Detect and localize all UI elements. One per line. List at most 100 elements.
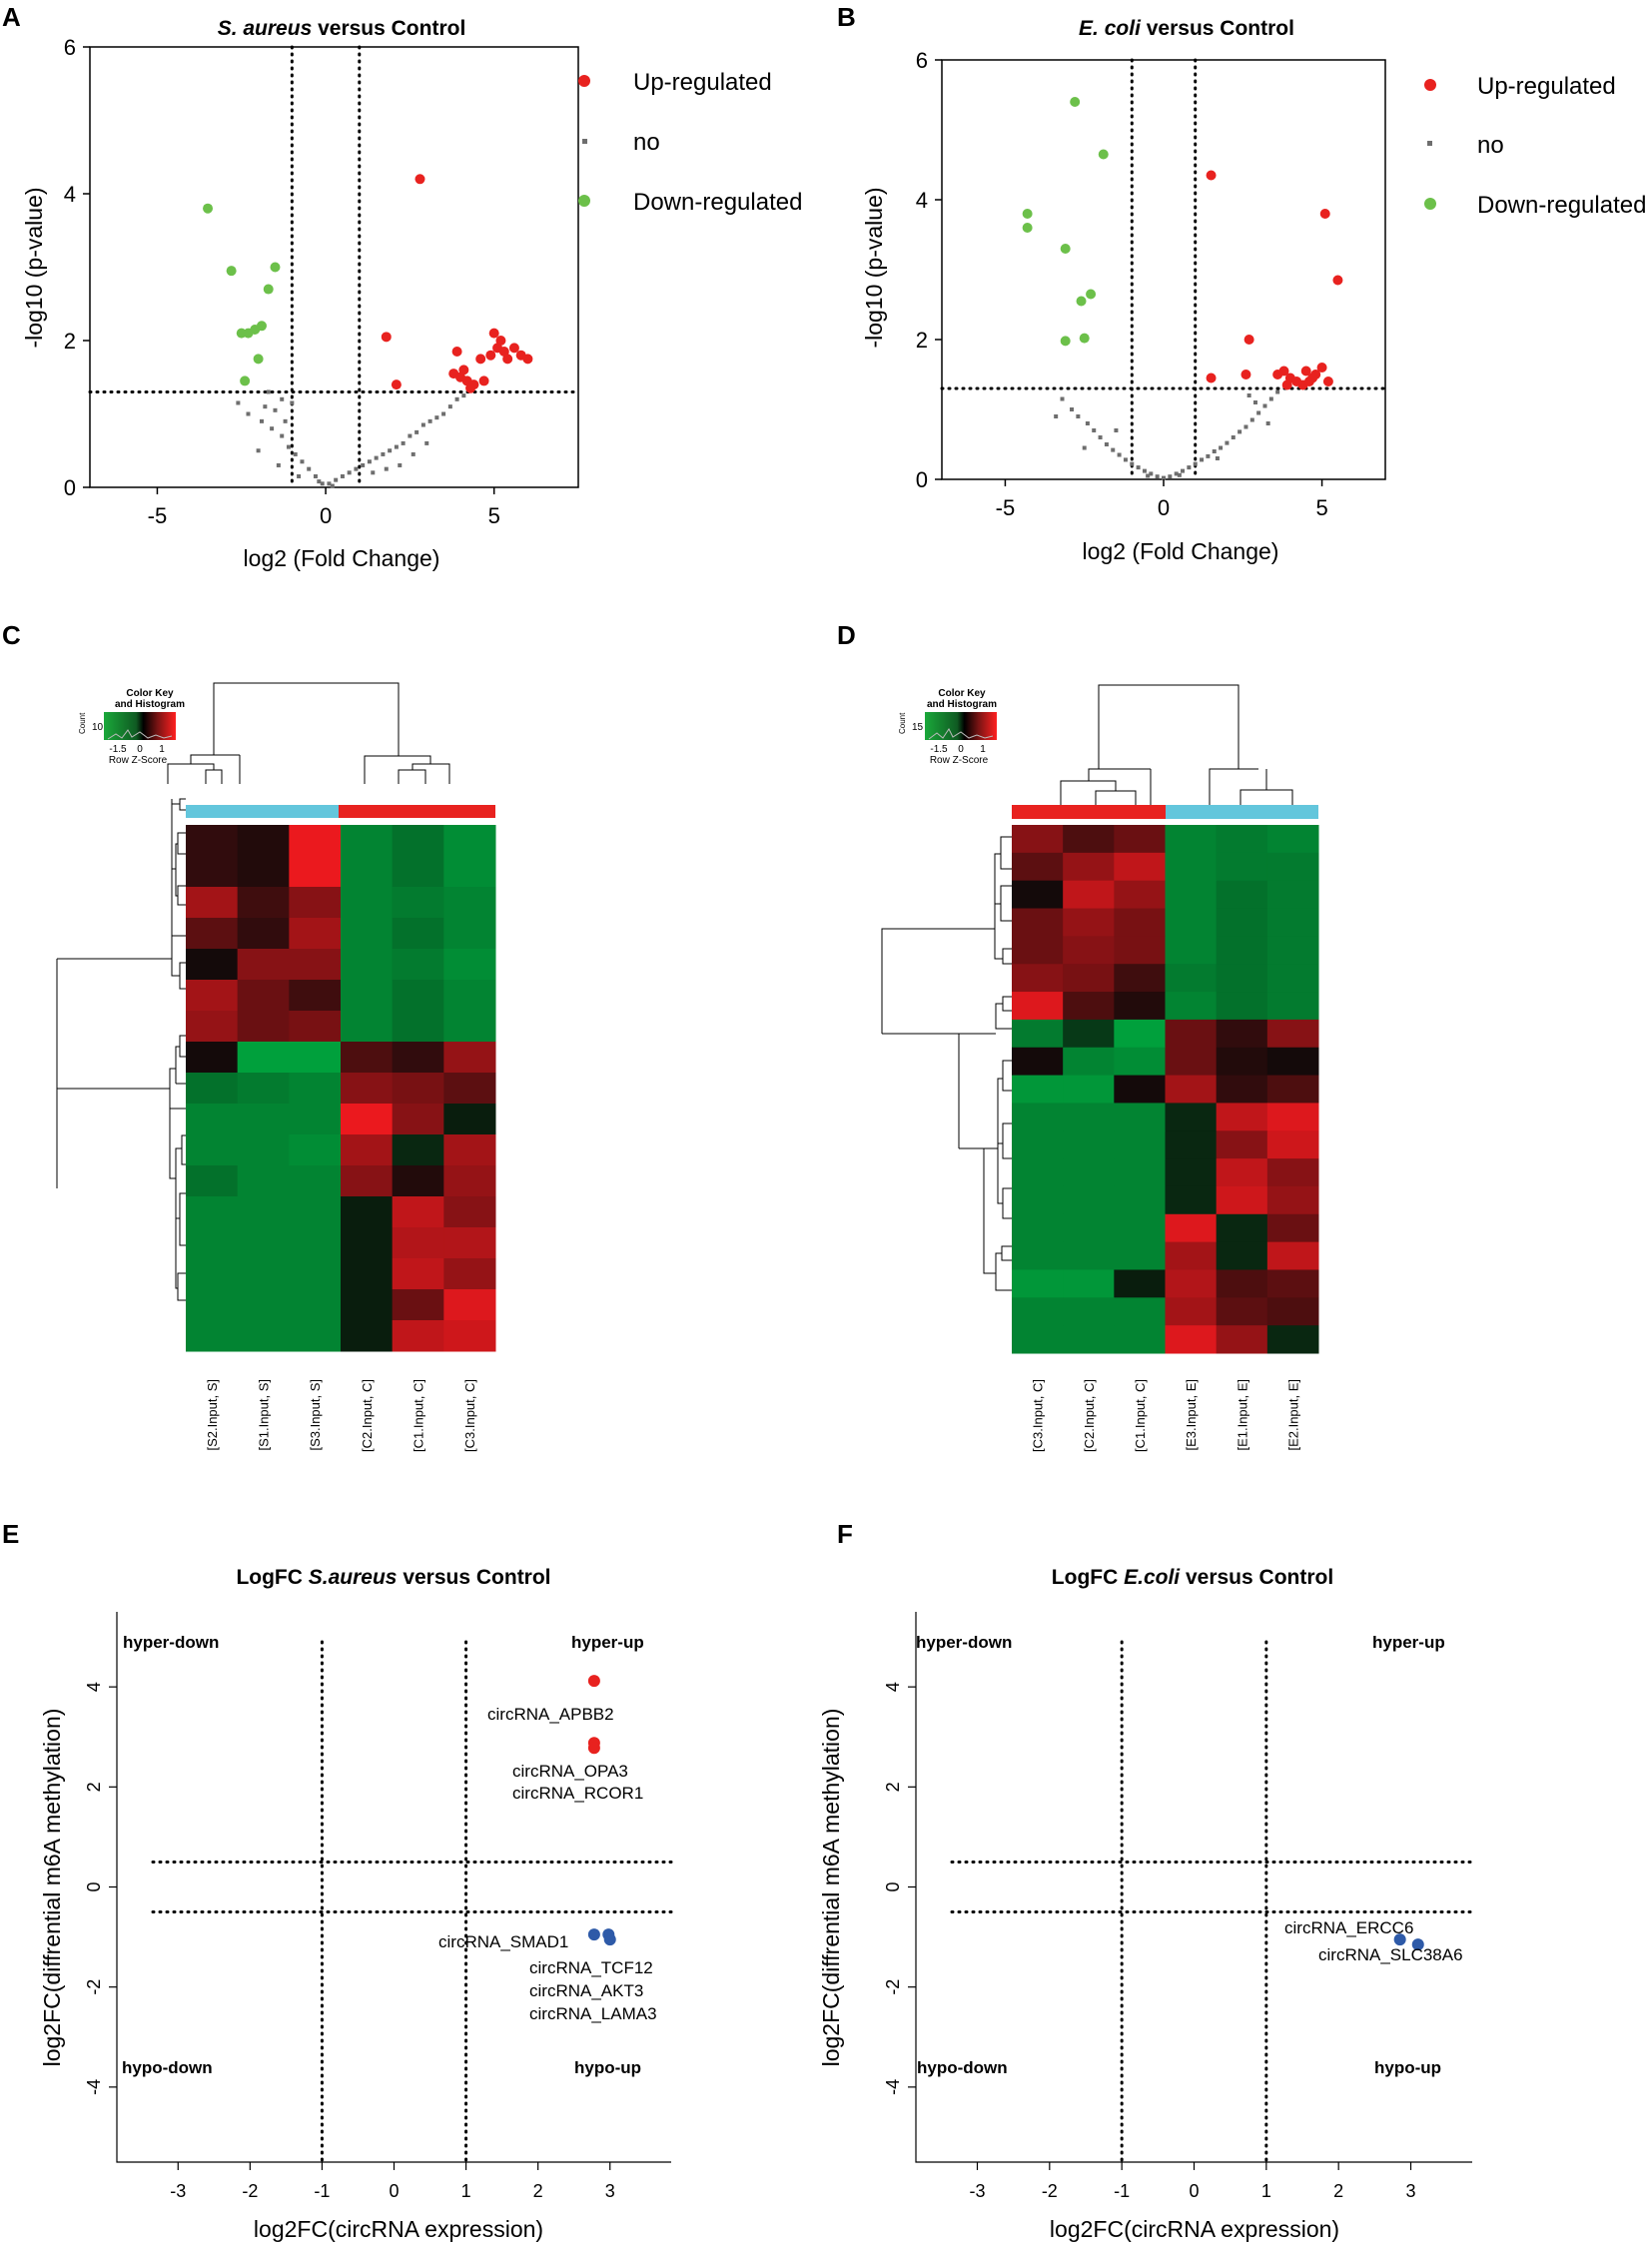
heatmap-cell (1012, 1103, 1064, 1131)
heatmap-cell (186, 1104, 239, 1135)
point-no (293, 451, 298, 456)
color-key-c-xtick-1: -1.5 (109, 744, 127, 755)
point-up (1240, 370, 1251, 379)
heatmap-cell (1063, 908, 1115, 937)
heatmap-cell (1165, 964, 1218, 993)
x-tick-label: -3 (170, 2181, 186, 2201)
heatmap-cell (1063, 1297, 1115, 1326)
heatmap-cell (289, 887, 342, 919)
heatmap-cell (1216, 1047, 1268, 1077)
heatmap-cell (443, 918, 496, 950)
heatmap-c-group-bar-blue (186, 805, 339, 818)
heatmap-cell (1216, 1213, 1268, 1243)
heatmap-d-cells (1012, 825, 1319, 1354)
point-no (411, 451, 415, 456)
point-no (414, 429, 419, 434)
point-down (1022, 209, 1033, 219)
heatmap-cell (1266, 1297, 1319, 1326)
point-down (1076, 296, 1087, 307)
point-no (1114, 428, 1119, 432)
x-tick-label: 2 (533, 2181, 543, 2201)
heatmap-cell (341, 1227, 394, 1259)
point-no (1168, 474, 1173, 479)
heatmap-cell (1165, 1019, 1218, 1049)
heatmap-column-label: [E3.Input, E] (1184, 1379, 1199, 1451)
heatmap-cell (1266, 1325, 1319, 1354)
heatmap-cell (1012, 825, 1064, 854)
x-tick-label: -5 (148, 503, 168, 528)
heatmap-cell (1114, 1019, 1166, 1049)
color-key-d-histogram (928, 728, 994, 740)
heatmap-cell (1012, 1019, 1064, 1049)
x-tick-label: 1 (1261, 2181, 1271, 2201)
point-up (1278, 366, 1289, 376)
heatmap-cell (392, 949, 444, 981)
point-no (330, 483, 335, 488)
heatmap-cell (443, 1196, 496, 1228)
heatmap-cell (341, 1258, 394, 1290)
point-up (1322, 376, 1333, 386)
point-no (420, 422, 425, 427)
x-tick-label: -2 (1042, 2181, 1058, 2201)
point-no (1262, 403, 1267, 408)
point-up (488, 328, 499, 339)
point-no (1225, 440, 1230, 445)
heatmap-cell (392, 1042, 444, 1074)
point-no (246, 411, 251, 416)
chart-e-points (587, 1675, 616, 1946)
heatmap-c-group-bar-red (339, 805, 495, 818)
heatmap-cell (1266, 1103, 1319, 1131)
heatmap-cell (392, 1258, 444, 1290)
chart-e-quadrant-tl: hyper-down (123, 1633, 219, 1652)
heatmap-cell (1165, 1130, 1218, 1159)
point-up (458, 365, 469, 375)
heatmap-cell (1114, 936, 1166, 965)
heatmap-cell (1114, 1325, 1166, 1354)
heatmap-cell (392, 1134, 444, 1166)
heatmap-column-label: [C1.Input, C] (1133, 1379, 1148, 1452)
point-no (297, 473, 302, 478)
y-tick-label: 2 (916, 328, 928, 353)
point-down (1060, 244, 1071, 254)
heatmap-cell (289, 1134, 342, 1166)
heatmap-cell (443, 1134, 496, 1166)
point-hyper-up (587, 1675, 600, 1688)
point-no (283, 418, 288, 423)
point-no (273, 407, 278, 412)
heatmap-cell (237, 856, 290, 888)
heatmap-cell (341, 1011, 394, 1043)
heatmap-cell (341, 1320, 394, 1352)
color-key-d-title2: and Histogram (927, 699, 997, 710)
point-no (280, 396, 285, 401)
y-tick-label: 2 (64, 329, 76, 354)
chart-f-ticks: -3 -2 -1 0 1 2 3 -4 -2 0 2 4 (883, 1682, 1416, 2201)
heatmap-cell (289, 918, 342, 950)
heatmap-cell (1266, 964, 1319, 993)
point-no (1054, 414, 1059, 418)
color-key-c-xlabel: Row Z-Score (109, 755, 168, 766)
point-no (1265, 421, 1270, 425)
point-no (408, 433, 413, 438)
point-no (454, 396, 459, 401)
color-key-d-xtick-1: -1.5 (930, 744, 948, 755)
chart-e-label-smad1: circRNA_SMAD1 (438, 1932, 568, 1951)
heatmap-cell (289, 1320, 342, 1352)
point-no (236, 400, 241, 405)
point-up (465, 382, 476, 393)
point-no (347, 470, 352, 475)
heatmap-cell (1012, 1213, 1064, 1243)
color-key-d-ylabel: Count (898, 712, 907, 734)
heatmap-cell (1114, 880, 1166, 910)
point-no (1246, 393, 1251, 397)
heatmap-cell (1266, 908, 1319, 937)
chart-e-ticks: -3 -2 -1 0 1 2 3 -4 -2 0 2 4 (84, 1682, 615, 2201)
y-tick-label: 0 (883, 1881, 903, 1891)
heatmap-d-group-bar-red (1012, 805, 1166, 819)
point-hyper-up (587, 1742, 600, 1755)
chart-e-threshold-lines (151, 1640, 673, 2162)
heatmap-cell (186, 1073, 239, 1105)
point-no (381, 451, 386, 456)
chart-a-legend: Up-regulated no Down-regulated (578, 69, 802, 216)
heatmap-cell (341, 856, 394, 888)
panel-c: C Color Key and Histogram Count 10 -1.5 … (2, 620, 496, 1452)
